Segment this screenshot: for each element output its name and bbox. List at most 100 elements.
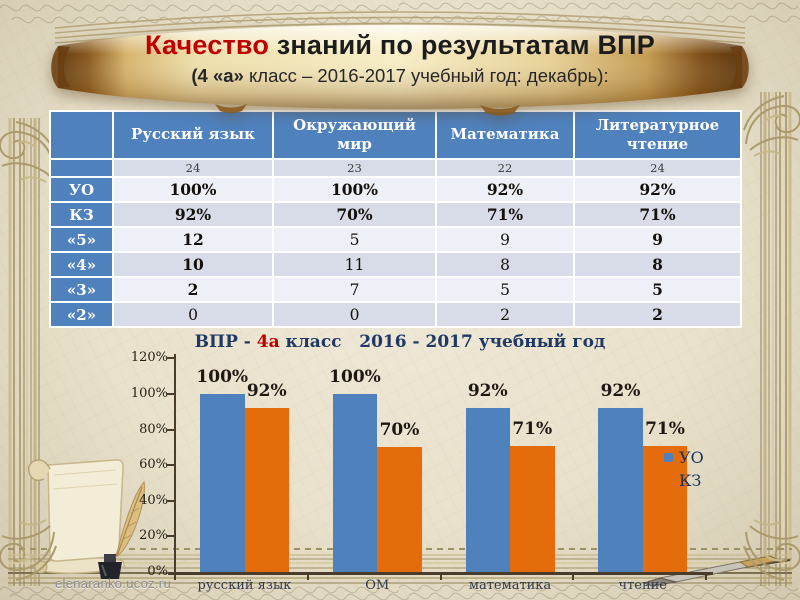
inkwell-icon	[98, 554, 122, 579]
slide-subtitle: (4 «а» класс – 2016-2017 учебный год: де…	[191, 65, 609, 87]
table-column-header: Русский язык	[112, 110, 274, 160]
table-row: «5» 12 5 9 9	[49, 226, 742, 253]
table-cell: 0	[112, 301, 274, 328]
table-cell: 100%	[112, 176, 274, 203]
table-cell: 0	[272, 301, 437, 328]
bar-value-label: 92%	[246, 381, 287, 402]
legend-label: КЗ	[679, 471, 702, 490]
bar-value-label: 71%	[512, 418, 553, 439]
table-row: «4» 10 11 8 8	[49, 251, 742, 278]
bar-КЗ	[377, 447, 422, 572]
table-cell: 71%	[435, 201, 575, 228]
table-column-header: Литературное чтение	[573, 110, 742, 160]
table-cell: 23	[272, 158, 437, 178]
table-column-header: Окружающий мир	[272, 110, 437, 160]
title-banner	[51, 25, 749, 116]
watermark-text: elenaranko.ucoz.ru	[55, 576, 171, 591]
chart-legend: УО КЗ	[664, 446, 704, 492]
bar-УО	[465, 408, 510, 572]
results-table: Русский язык Окружающий мир Математика Лите…	[49, 110, 742, 328]
table-cell: 9	[435, 226, 575, 253]
scroll-icon	[27, 459, 125, 574]
frame-left-band	[8, 118, 40, 586]
table-cell: 5	[573, 276, 742, 303]
table-cell: 92%	[112, 201, 274, 228]
y-axis	[173, 354, 176, 576]
frame-right-band	[760, 92, 792, 586]
bar-КЗ	[642, 445, 688, 572]
bar-value-label: 71%	[645, 418, 685, 439]
table-cell: 92%	[435, 176, 575, 203]
x-axis-tick	[705, 574, 707, 580]
table-cell: 9	[573, 226, 742, 253]
legend-marker-icon	[664, 476, 673, 485]
chart-title: ВПР - 4а класс 2016 - 2017 учебный год	[194, 332, 606, 352]
table-cell: 10	[112, 251, 274, 278]
legend-item: КЗ	[664, 469, 704, 492]
table-cell: 71%	[573, 201, 742, 228]
table-row: УО 100% 100% 92% 92%	[49, 176, 742, 203]
y-tick-label: 0%	[147, 564, 168, 579]
table-cell: 100%	[272, 176, 437, 203]
table-cell: 12	[112, 226, 274, 253]
table-cell: 5	[272, 226, 437, 253]
table-header: Русский язык Окружающий мир Математика Лите…	[49, 110, 742, 160]
table-cell: 2	[112, 276, 274, 303]
bar-value-label: 100%	[196, 367, 249, 387]
y-tick-mark	[167, 428, 174, 431]
y-tick-label: 80%	[139, 421, 168, 437]
legend-label: УО	[679, 448, 704, 467]
x-category-label: чтение	[618, 578, 667, 593]
table-row-label: КЗ	[49, 201, 114, 228]
y-tick-mark	[167, 393, 174, 395]
bar-УО	[598, 408, 643, 572]
x-axis-tick	[174, 574, 176, 580]
x-axis-tick	[572, 574, 575, 580]
bar-value-label: 100%	[329, 367, 381, 387]
table-row-label: «3»	[49, 276, 114, 303]
y-tick-mark	[167, 357, 174, 360]
table-cell: 22	[435, 158, 575, 178]
table-corner-cell	[49, 110, 114, 160]
x-axis-tick	[439, 574, 442, 580]
slide-title: Качество знаний по результатам ВПР	[145, 30, 655, 60]
table-cell: 24	[573, 158, 742, 178]
table-row: «2» 0 0 2 2	[49, 301, 742, 328]
table-row: 24 23 22 24	[49, 158, 742, 178]
bar-УО	[200, 394, 245, 572]
table-cell: 70%	[272, 201, 437, 228]
table-row-label	[49, 158, 114, 178]
table-row: КЗ 92% 70% 71% 71%	[49, 201, 742, 228]
y-tick-label: 60%	[139, 457, 168, 473]
table-cell: 24	[112, 158, 274, 178]
table-column-header: Математика	[435, 110, 575, 160]
y-tick-label: 120%	[130, 350, 168, 366]
bar-value-label: 92%	[600, 381, 641, 402]
bar-КЗ	[510, 445, 555, 572]
table-row-label: УО	[49, 176, 114, 203]
y-tick-label: 100%	[130, 386, 168, 401]
quill-icon	[115, 480, 145, 558]
x-axis	[168, 572, 713, 575]
table-cell: 7	[272, 276, 437, 303]
table-cell: 11	[272, 251, 437, 278]
table-cell: 2	[573, 301, 742, 328]
title-block: Качество знаний по результатам ВПР (4 «а…	[75, 30, 725, 86]
bar-КЗ	[244, 408, 289, 572]
table-cell: 2	[435, 301, 575, 328]
table-row-label: «2»	[49, 301, 114, 328]
y-tick-label: 40%	[139, 492, 168, 508]
bar-value-label: 92%	[467, 381, 508, 402]
y-tick-mark	[167, 499, 174, 502]
table-cell: 8	[435, 251, 575, 278]
y-tick-mark	[167, 464, 174, 467]
table-cell: 5	[435, 276, 575, 303]
chart-title-class-highlight: 4а	[256, 332, 280, 352]
bar-УО	[332, 394, 378, 572]
bar-value-label: 70%	[379, 420, 420, 441]
legend-marker-icon	[664, 453, 673, 462]
y-tick-mark	[167, 535, 174, 538]
table-cell: 92%	[573, 176, 742, 203]
slide-title-highlight: Качество	[145, 30, 270, 60]
